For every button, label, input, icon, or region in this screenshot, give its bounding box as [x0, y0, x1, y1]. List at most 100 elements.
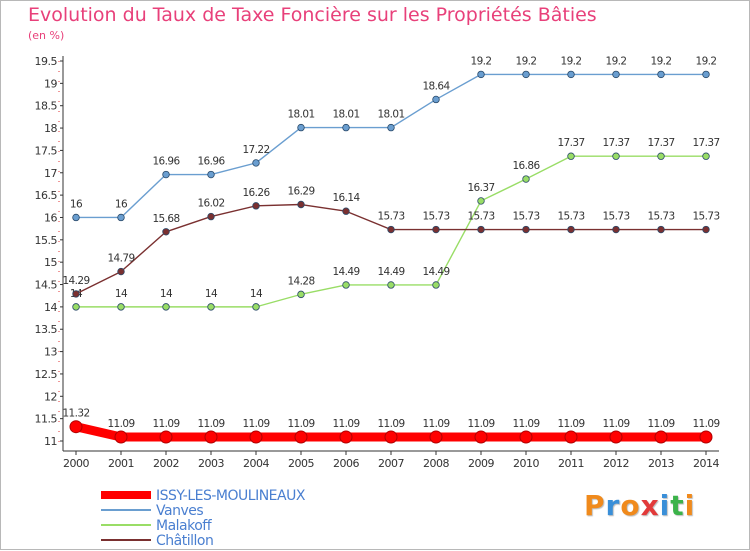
data-point — [114, 430, 128, 444]
y-tick-label: 16 — [44, 211, 57, 224]
data-label: 11.09 — [512, 418, 539, 430]
data-point — [297, 290, 305, 299]
data-label: 14.28 — [287, 275, 314, 287]
data-label: 19.2 — [696, 55, 717, 67]
y-tick-label: 17 — [44, 167, 57, 180]
data-label: 11.09 — [602, 418, 629, 430]
data-point — [72, 213, 80, 222]
y-tick-label: 19 — [44, 77, 57, 90]
data-label: 11.09 — [467, 418, 494, 430]
data-point — [387, 123, 395, 132]
data-point — [654, 430, 668, 444]
legend-label: ISSY-LES-MOULINEAUX — [156, 488, 306, 504]
data-point — [342, 123, 350, 132]
x-tick-label: 2005 — [288, 457, 314, 470]
y-tick-label: 18.5 — [35, 100, 58, 113]
data-label: 16.96 — [152, 156, 180, 168]
proxiti-logo: Proxiti — [584, 489, 695, 522]
data-label: 17.37 — [692, 137, 719, 149]
logo-letter: x — [640, 489, 660, 522]
data-label: 16.86 — [512, 160, 540, 172]
data-label: 17.37 — [647, 137, 674, 149]
data-point — [432, 225, 440, 234]
data-label: 15.73 — [692, 211, 719, 223]
data-label: 11.09 — [647, 418, 674, 430]
data-point — [162, 228, 170, 236]
x-tick-label: 2006 — [333, 457, 359, 470]
legend-label: Vanves — [156, 503, 203, 519]
data-point — [207, 212, 215, 221]
y-tick-label: 12 — [44, 390, 57, 403]
data-point — [477, 197, 485, 205]
data-point — [657, 70, 665, 79]
data-point — [117, 303, 125, 311]
data-point — [207, 170, 215, 179]
logo-letter: t — [670, 489, 685, 522]
data-label: 16.96 — [197, 156, 225, 168]
x-tick-label: 2000 — [63, 457, 89, 470]
logo-letter: i — [659, 489, 671, 522]
y-tick-label: 14 — [44, 301, 57, 314]
data-label: 11.09 — [107, 418, 134, 430]
data-point — [522, 70, 530, 79]
data-label: 11.09 — [152, 418, 179, 430]
series-vanves: 16 16 16.96 16.96 17.22 18.01 18.01 18.01 18.64 1… — [70, 55, 717, 222]
data-label: 14.79 — [107, 253, 134, 265]
x-tick-label: 2007 — [378, 457, 404, 470]
data-label: 11.09 — [287, 418, 314, 430]
data-label: 19.2 — [651, 55, 672, 67]
x-tick-label: 2014 — [693, 457, 719, 470]
data-point — [117, 267, 125, 276]
data-point — [72, 290, 80, 298]
data-label: 16 — [115, 198, 128, 210]
data-label: 15.68 — [152, 213, 179, 225]
data-label: 14 — [250, 288, 263, 300]
x-tick-label: 2002 — [153, 457, 179, 470]
y-tick-label: 13.5 — [35, 323, 58, 336]
data-point — [612, 70, 620, 79]
data-point — [249, 430, 263, 444]
data-label: 11.09 — [377, 418, 404, 430]
x-tick-label: 2010 — [513, 457, 539, 470]
data-point — [609, 430, 623, 444]
data-label: 17.22 — [242, 144, 269, 156]
data-point — [252, 202, 260, 210]
data-label: 14 — [160, 288, 173, 300]
series-ch-tillon: 14.29 14.79 15.68 16.02 16.26 16.29 16.14 15.73… — [62, 186, 720, 298]
data-point — [384, 430, 398, 444]
data-label: 15.73 — [512, 211, 539, 223]
data-point — [294, 430, 308, 444]
data-point — [297, 123, 305, 132]
data-label: 19.2 — [561, 55, 582, 67]
y-tick-label: 17.5 — [35, 144, 58, 157]
data-point — [477, 225, 485, 234]
data-label: 14 — [115, 288, 128, 300]
data-label: 16.26 — [242, 187, 270, 199]
axes: 11 11.5 12 12.5 13 13.5 14 14.5 15 15.5 16 16.5 17 17… — [35, 55, 720, 470]
data-label: 11.32 — [62, 408, 89, 420]
data-label: 11.09 — [557, 418, 584, 430]
logo-letter: P — [584, 489, 606, 522]
data-point — [432, 95, 440, 104]
data-label: 16 — [70, 198, 83, 210]
legend-label: Châtillon — [156, 533, 213, 549]
x-tick-label: 2012 — [603, 457, 629, 470]
data-label: 11.09 — [332, 418, 359, 430]
data-label: 14.49 — [422, 266, 449, 278]
data-point — [69, 420, 83, 434]
data-point — [159, 430, 173, 444]
data-point — [567, 225, 575, 234]
data-point — [564, 430, 578, 444]
data-point — [342, 281, 350, 289]
data-point — [207, 303, 215, 311]
data-point — [567, 70, 575, 79]
legend-label: Malakoff — [156, 518, 213, 534]
data-point — [702, 225, 710, 234]
series-issy-les-moulineaux: 11.32 11.09 11.09 11.09 11.09 11.09 11.09 11.09… — [62, 408, 720, 444]
data-point — [702, 152, 710, 160]
y-tick-label: 11.5 — [35, 413, 58, 426]
data-point — [477, 70, 485, 79]
x-tick-label: 2009 — [468, 457, 494, 470]
data-point — [657, 225, 665, 234]
